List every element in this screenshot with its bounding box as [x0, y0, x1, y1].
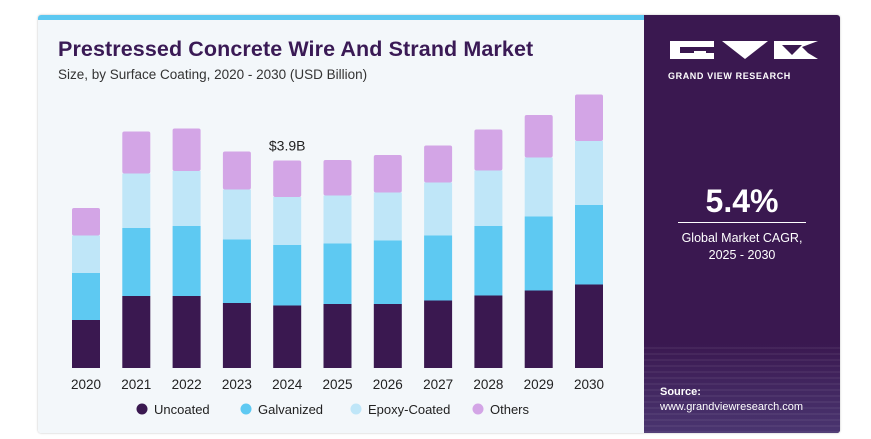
- bar-segment-epoxy-coated-2029: [524, 157, 553, 217]
- x-tick-label-2028: 2028: [473, 377, 503, 392]
- bar-segment-uncoated-2021: [122, 296, 151, 368]
- bar-segment-others-2030: [575, 94, 603, 141]
- legend-label-uncoated: Uncoated: [154, 402, 210, 417]
- brand-name: GRAND VIEW RESEARCH: [668, 71, 791, 81]
- data-label-2024: $3.9B: [269, 138, 306, 154]
- bar-segment-uncoated-2020: [72, 320, 100, 368]
- cagr-label-line1: Global Market CAGR,: [681, 231, 803, 245]
- legend-marker-epoxy-coated: [350, 403, 362, 415]
- legend-marker-galvanized: [240, 403, 252, 415]
- x-tick-label-2021: 2021: [121, 377, 151, 392]
- x-tick-label-2029: 2029: [524, 377, 554, 392]
- bar-segment-galvanized-2021: [122, 228, 151, 296]
- bar-segment-others-2023: [222, 151, 251, 190]
- grand-view-research-logo-icon: [670, 41, 818, 59]
- legend-label-galvanized: Galvanized: [258, 402, 323, 417]
- source-url[interactable]: www.grandviewresearch.com: [660, 401, 804, 413]
- bar-segment-epoxy-coated-2025: [323, 195, 352, 244]
- cagr-label: Global Market CAGR, 2025 - 2030: [644, 230, 840, 264]
- x-tick-label-2022: 2022: [172, 377, 202, 392]
- x-tick-label-2020: 2020: [71, 377, 101, 392]
- bar-segment-galvanized-2020: [72, 273, 100, 320]
- bar-segment-others-2021: [122, 131, 151, 174]
- x-tick-label-2023: 2023: [222, 377, 252, 392]
- bar-segment-epoxy-coated-2027: [424, 182, 453, 236]
- cagr-divider: [678, 222, 806, 223]
- bar-segment-galvanized-2027: [424, 235, 453, 301]
- bar-segment-uncoated-2026: [373, 304, 402, 368]
- summary-panel: GRAND VIEW RESEARCH 5.4% Global Market C…: [644, 15, 840, 433]
- bar-segment-epoxy-coated-2023: [222, 189, 251, 240]
- x-tick-label-2026: 2026: [373, 377, 403, 392]
- chart-title: Prestressed Concrete Wire And Strand Mar…: [58, 37, 534, 61]
- bar-segment-uncoated-2027: [424, 300, 453, 368]
- bar-segment-uncoated-2030: [575, 284, 603, 368]
- bar-segment-epoxy-coated-2020: [72, 235, 100, 273]
- stacked-bar-chart: 2020 2021 2022 2023 2024 $3.9B 2025 2026 2027 202…: [71, 94, 604, 417]
- bar-segment-uncoated-2029: [524, 290, 553, 368]
- bar-segment-galvanized-2022: [172, 226, 201, 296]
- chart-subtitle: Size, by Surface Coating, 2020 - 2030 (U…: [58, 67, 368, 82]
- bar-segment-epoxy-coated-2022: [172, 171, 201, 226]
- bar-segment-others-2026: [373, 155, 402, 193]
- bar-segment-galvanized-2023: [222, 239, 251, 303]
- infographic-card: Prestressed Concrete Wire And Strand Mar…: [38, 15, 840, 433]
- bar-segment-galvanized-2028: [474, 226, 503, 296]
- legend-label-others: Others: [490, 402, 530, 417]
- bar-segment-others-2029: [524, 115, 553, 158]
- x-tick-label-2025: 2025: [322, 377, 352, 392]
- bar-segment-others-2027: [424, 145, 453, 183]
- bar-segment-epoxy-coated-2026: [373, 192, 402, 241]
- bar-segment-epoxy-coated-2030: [575, 141, 603, 205]
- bar-segment-galvanized-2030: [575, 205, 603, 285]
- source-label: Source:: [660, 386, 701, 398]
- legend-marker-uncoated: [136, 403, 148, 415]
- x-tick-label-2030: 2030: [574, 377, 604, 392]
- bar-segment-others-2024: [273, 160, 302, 197]
- bar-segment-epoxy-coated-2024: [273, 197, 302, 245]
- bar-segment-epoxy-coated-2021: [122, 173, 151, 228]
- x-tick-label-2024: 2024: [272, 377, 303, 392]
- accent-bar: [38, 15, 644, 20]
- bar-segment-others-2028: [474, 129, 503, 171]
- bar-segment-galvanized-2029: [524, 216, 553, 291]
- bar-segment-galvanized-2025: [323, 243, 352, 304]
- legend-label-epoxy-coated: Epoxy-Coated: [368, 402, 450, 417]
- bar-segment-galvanized-2026: [373, 240, 402, 304]
- legend-marker-others: [472, 403, 484, 415]
- bar-segment-uncoated-2023: [222, 303, 251, 368]
- bar-segment-uncoated-2028: [474, 295, 503, 368]
- bar-segment-others-2020: [72, 208, 100, 236]
- cagr-value: 5.4%: [705, 183, 779, 219]
- bar-segment-others-2025: [323, 160, 352, 196]
- bar-segment-others-2022: [172, 128, 201, 171]
- bar-segment-epoxy-coated-2028: [474, 170, 503, 226]
- chart-panel: Prestressed Concrete Wire And Strand Mar…: [38, 15, 644, 433]
- bar-segment-galvanized-2024: [273, 245, 302, 306]
- bar-segment-uncoated-2022: [172, 296, 201, 368]
- bar-segment-uncoated-2025: [323, 304, 352, 368]
- panel-texture: [644, 343, 840, 433]
- cagr-label-line2: 2025 - 2030: [708, 248, 776, 262]
- bar-segment-uncoated-2024: [273, 305, 302, 368]
- x-tick-label-2027: 2027: [423, 377, 453, 392]
